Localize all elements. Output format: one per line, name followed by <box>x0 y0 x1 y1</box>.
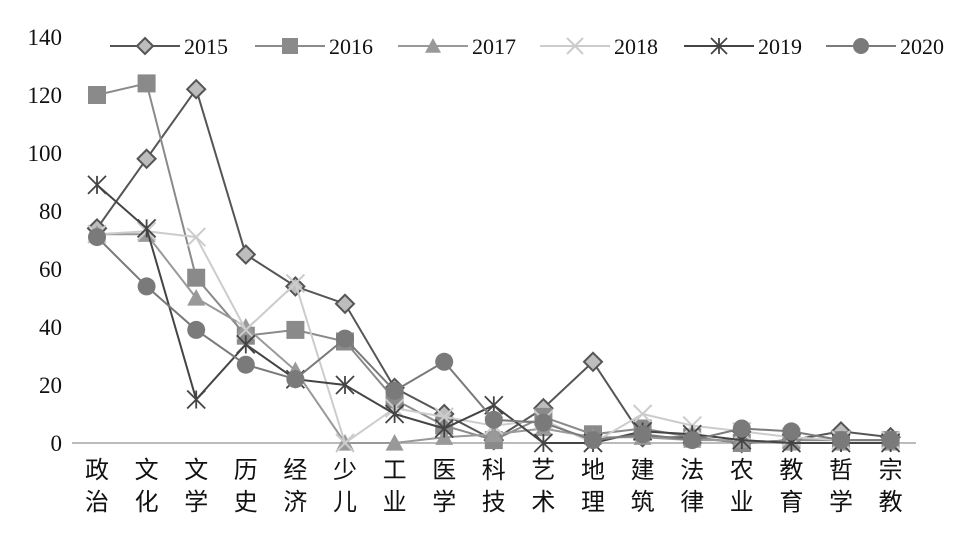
legend-label: 2018 <box>614 34 658 59</box>
x-tick-label: 科技 <box>482 456 506 516</box>
legend-item-2016: 2016 <box>255 34 373 59</box>
y-tick-label: 0 <box>51 431 63 456</box>
x-tick-label: 宗教 <box>879 456 903 516</box>
x-tick-label: 医学 <box>432 456 456 516</box>
x-tick-label: 法律 <box>680 456 704 516</box>
data-point-2020 <box>832 431 850 450</box>
axes: 0 20 40 60 80 100 120 140 政治文化文学历史经济少儿工业医学科技艺术地理… <box>28 25 916 516</box>
y-tick-label: 100 <box>28 141 63 166</box>
data-point-2020 <box>534 413 553 432</box>
data-point-2020 <box>881 431 900 450</box>
data-point-2017 <box>187 289 206 306</box>
data-point-2015 <box>334 293 356 315</box>
data-point-2020 <box>137 277 156 296</box>
legend-label: 2015 <box>184 34 228 59</box>
legend-item-2019: 2019 <box>684 34 802 59</box>
data-point-2020 <box>584 431 602 450</box>
data-point-2019 <box>87 175 107 195</box>
data-point-2020 <box>88 228 106 247</box>
y-tick-label: 20 <box>39 373 62 398</box>
data-point-2016 <box>88 86 106 104</box>
legend-label: 2017 <box>472 34 516 59</box>
legend-label: 2020 <box>900 34 944 59</box>
series-2020 <box>88 228 900 450</box>
data-point-2017 <box>484 425 503 442</box>
legend: 2015 2016 2017 2018 2019 2020 <box>110 34 944 59</box>
x-tick-label: 少儿 <box>333 456 357 516</box>
y-tick-label: 120 <box>28 83 63 108</box>
data-point-2017 <box>236 318 255 335</box>
legend-label: 2016 <box>329 34 373 59</box>
data-point-2020 <box>633 425 652 444</box>
data-point-2019 <box>533 433 554 453</box>
legend-item-2020: 2020 <box>826 34 944 59</box>
data-point-2015 <box>185 78 207 100</box>
x-tick-label: 工业 <box>383 456 407 516</box>
data-point-2019 <box>335 375 355 395</box>
legend-marker-2018 <box>566 37 584 55</box>
series-line-2015 <box>96 86 891 445</box>
legend-marker-2016 <box>282 38 298 54</box>
data-point-2016 <box>286 320 305 339</box>
data-point-2015 <box>136 148 158 170</box>
data-point-2020 <box>782 422 801 441</box>
legend-marker-2015 <box>135 36 155 56</box>
data-point-2020 <box>484 410 503 429</box>
data-point-2018 <box>236 320 256 340</box>
data-point-2020 <box>336 329 354 348</box>
series-2019 <box>87 175 901 453</box>
data-point-2020 <box>187 320 206 339</box>
data-point-2020 <box>683 431 702 450</box>
data-point-2019 <box>384 404 405 424</box>
x-tick-label: 哲学 <box>829 456 853 516</box>
x-tick-label: 历史 <box>234 456 258 516</box>
y-tick-label: 80 <box>39 199 62 224</box>
x-tick-label: 政治 <box>85 456 109 516</box>
data-point-2019 <box>236 334 256 355</box>
data-point-2018 <box>335 433 355 453</box>
data-point-2016 <box>137 74 156 93</box>
data-point-2020 <box>236 355 255 374</box>
data-point-2016 <box>187 268 206 287</box>
data-point-2018 <box>285 273 306 294</box>
data-point-2020 <box>435 352 454 371</box>
x-tick-label: 农业 <box>730 456 754 516</box>
data-point-2015 <box>235 244 257 265</box>
legend-marker-2017 <box>425 38 441 53</box>
legend-label: 2019 <box>758 34 802 59</box>
x-tick-label: 文化 <box>135 456 159 516</box>
data-point-2019 <box>136 218 157 239</box>
series-line-2016 <box>96 82 891 445</box>
x-tick-label: 教育 <box>779 456 803 516</box>
legend-item-2015: 2015 <box>110 34 228 59</box>
x-tick-label: 艺术 <box>531 456 555 516</box>
series-2015 <box>86 78 902 454</box>
data-point-2015 <box>582 351 604 373</box>
data-point-2020 <box>732 419 751 438</box>
data-point-2019 <box>186 389 206 410</box>
data-point-2020 <box>385 381 404 400</box>
data-point-2019 <box>434 418 454 439</box>
x-tick-label: 文学 <box>184 456 208 516</box>
y-tick-label: 60 <box>39 257 62 282</box>
data-point-2020 <box>286 370 305 389</box>
data-point-2018 <box>632 404 653 424</box>
y-tick-label: 140 <box>28 25 63 50</box>
legend-marker-2019 <box>710 37 728 55</box>
series-layer <box>86 74 902 454</box>
y-tick-label: 40 <box>39 315 62 340</box>
x-tick-label: 经济 <box>283 456 307 516</box>
x-tick-label: 建筑 <box>631 456 655 516</box>
data-point-2017 <box>385 434 404 451</box>
legend-marker-2020 <box>853 38 869 54</box>
legend-item-2017: 2017 <box>398 34 516 59</box>
legend-item-2018: 2018 <box>540 34 658 59</box>
data-point-2018 <box>186 227 206 247</box>
x-tick-label: 地理 <box>581 456 605 516</box>
